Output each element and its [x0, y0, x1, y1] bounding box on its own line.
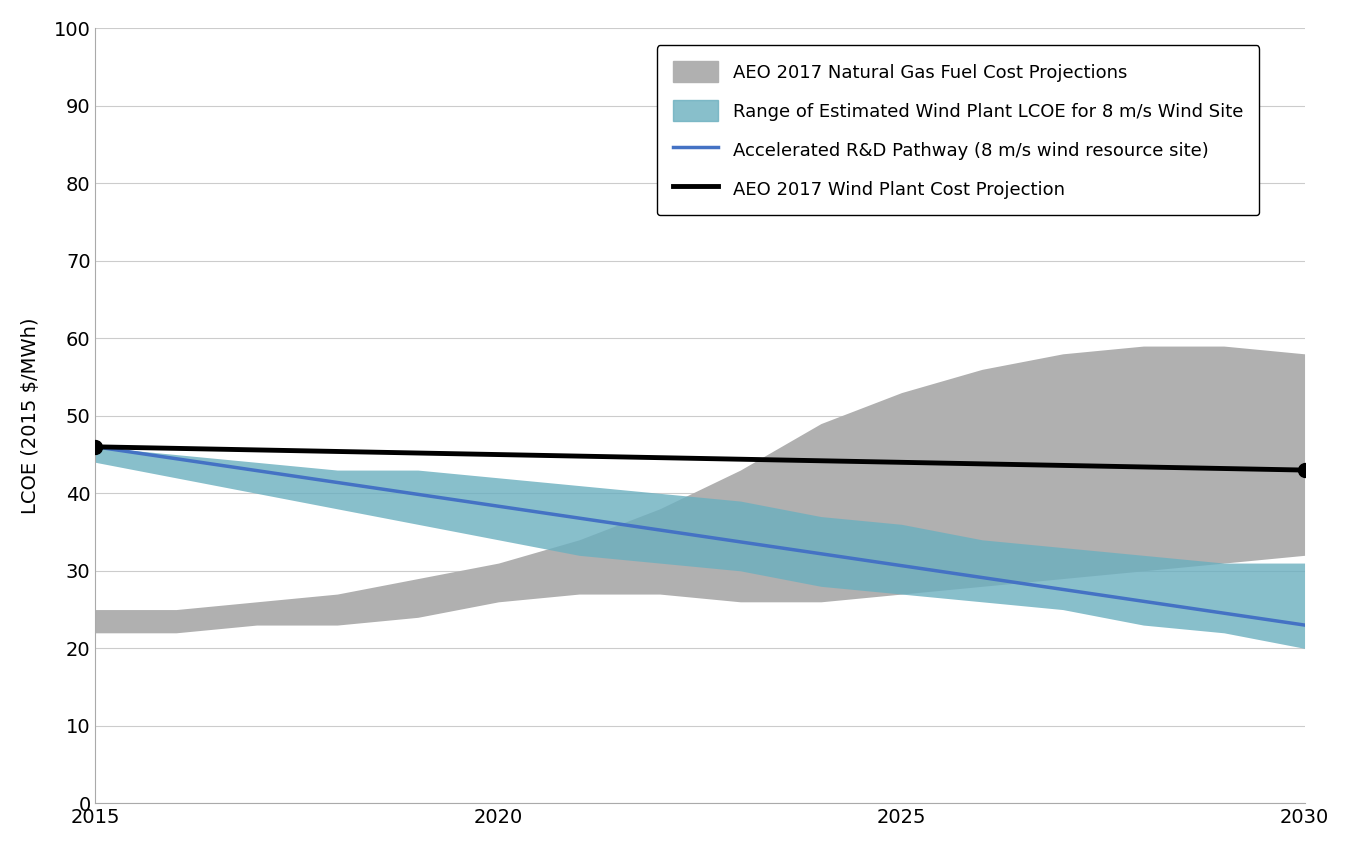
Legend: AEO 2017 Natural Gas Fuel Cost Projections, Range of Estimated Wind Plant LCOE f: AEO 2017 Natural Gas Fuel Cost Projectio…: [657, 45, 1260, 215]
Y-axis label: LCOE (2015 $/MWh): LCOE (2015 $/MWh): [20, 317, 40, 514]
